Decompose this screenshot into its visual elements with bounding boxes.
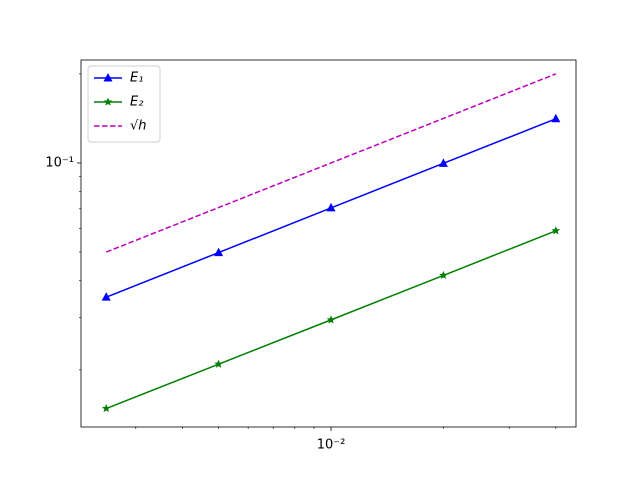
legend-marker — [103, 73, 113, 82]
legend-box — [87, 65, 161, 143]
legend-label: E₁ — [130, 71, 143, 86]
marker — [101, 292, 111, 301]
marker — [214, 359, 223, 368]
marker — [551, 226, 561, 235]
x-tick-label: 10⁻² — [317, 438, 346, 453]
series-line — [105, 73, 557, 253]
marker — [326, 315, 336, 324]
marker — [438, 158, 448, 167]
legend-label: E₂ — [130, 95, 143, 110]
marker — [326, 202, 336, 212]
marker — [214, 247, 224, 257]
marker — [551, 113, 561, 123]
y-tick-label: 10⁻¹ — [45, 155, 74, 170]
marker — [101, 404, 111, 413]
legend-label: √h — [130, 119, 147, 134]
plot-frame — [80, 59, 577, 428]
legend-marker — [103, 97, 113, 106]
marker — [439, 270, 448, 280]
